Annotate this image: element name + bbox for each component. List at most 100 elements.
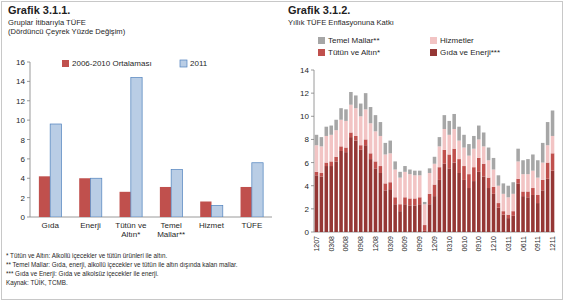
y-tick (27, 197, 30, 198)
bar-segment (507, 215, 511, 218)
bar-segment (374, 115, 378, 131)
bar-segment (349, 137, 353, 232)
bar-segment (487, 148, 491, 161)
bar-segment (546, 163, 550, 179)
bar-segment (462, 135, 466, 148)
frame (2, 2, 563, 300)
x-tick-label: Hizmet (199, 221, 225, 230)
bar-segment (334, 161, 338, 232)
bar-segment (531, 195, 535, 232)
bar-segment (551, 153, 555, 170)
bar-segment (388, 141, 392, 154)
bar-segment (398, 172, 402, 178)
y-tick (311, 185, 314, 186)
bar-segment (487, 178, 491, 188)
x-tick-label-line: Mallar** (157, 230, 185, 239)
x-tick-label: 0908 (357, 236, 364, 252)
bar-segment (551, 171, 555, 232)
y-tick (311, 93, 314, 94)
x-tick-label-line: Tütün ve (115, 221, 147, 230)
bar-segment (541, 143, 545, 163)
bar-segment (413, 205, 417, 232)
x-tick-label-line: Temel (160, 221, 182, 230)
bar-segment (408, 174, 412, 198)
bar-segment (472, 136, 476, 149)
bar-segment (379, 122, 383, 136)
bar-segment (359, 104, 363, 117)
bar-segment (462, 166, 466, 180)
bar-segment (457, 173, 461, 232)
bar-segment (320, 176, 324, 232)
bar-segment (452, 149, 456, 163)
bar-segment (526, 159, 530, 174)
bar-segment (320, 146, 324, 173)
bar-segment (428, 204, 432, 232)
bar (39, 176, 50, 217)
bar-segment (344, 121, 348, 148)
x-tick-label: 0911 (534, 236, 541, 251)
bar-segment (398, 178, 402, 205)
bar-segment (418, 175, 422, 197)
bar-segment (487, 160, 491, 177)
bar-segment (339, 120, 343, 147)
y-tick-label: 2 (21, 194, 26, 203)
bar-segment (477, 139, 481, 158)
bar-segment (408, 170, 412, 175)
x-tick-label-line: Altın* (121, 230, 140, 239)
bar-segment (521, 174, 525, 191)
bar-segment (492, 170, 496, 187)
marks (315, 92, 555, 232)
bar-segment (511, 216, 515, 232)
bar-segment (526, 192, 530, 198)
bar (241, 187, 252, 217)
x-tick-label: TÜFE (241, 221, 262, 230)
bar-segment (339, 108, 343, 120)
y-tick (311, 70, 314, 71)
bar-segment (393, 161, 397, 169)
bar-segment (467, 188, 471, 232)
bar-segment (541, 180, 545, 190)
bar-segment (315, 145, 319, 172)
bar-segment (418, 171, 422, 176)
y-tick-label: 4 (305, 182, 310, 191)
legend-swatch (430, 37, 437, 44)
y-tick (27, 178, 30, 179)
bar-segment (551, 136, 555, 153)
bar-segment (497, 208, 501, 232)
bar-segment (482, 164, 486, 177)
bar-segment (482, 176, 486, 232)
bar-segment (354, 95, 358, 108)
bar-segment (339, 146, 343, 151)
bar-segment (423, 231, 427, 232)
bar-segment (452, 129, 456, 149)
y-tick-label: 14 (16, 77, 25, 86)
bar-segment (369, 153, 373, 159)
bar-segment (374, 168, 378, 232)
bar-segment (403, 204, 407, 232)
bar-segment (403, 166, 407, 172)
subtitle: Yıllık TÜFE Enflasyonuna Katkı (288, 18, 394, 27)
bar-segment (467, 144, 471, 156)
bar-segment (344, 152, 348, 232)
bar-segment (531, 171, 535, 188)
bar-segment (536, 195, 540, 203)
bar-segment (423, 204, 427, 225)
bar-segment (497, 186, 501, 203)
bar-segment (384, 143, 388, 155)
bar-segment (541, 190, 545, 232)
bar (79, 178, 90, 217)
bar-segment (374, 161, 378, 168)
bar-segment (393, 197, 397, 204)
bar-segment (502, 194, 506, 211)
footnote: Kaynak: TÜİK, TCMB. (6, 278, 68, 287)
bar-segment (462, 148, 466, 167)
bar-segment (325, 166, 329, 232)
bar-segment (379, 173, 383, 232)
bar-segment (443, 115, 447, 129)
bar-segment (369, 123, 373, 153)
bar-segment (433, 185, 437, 197)
bar-segment (329, 135, 333, 162)
y-tick (27, 217, 30, 218)
bar (252, 163, 263, 217)
y-tick (311, 116, 314, 117)
